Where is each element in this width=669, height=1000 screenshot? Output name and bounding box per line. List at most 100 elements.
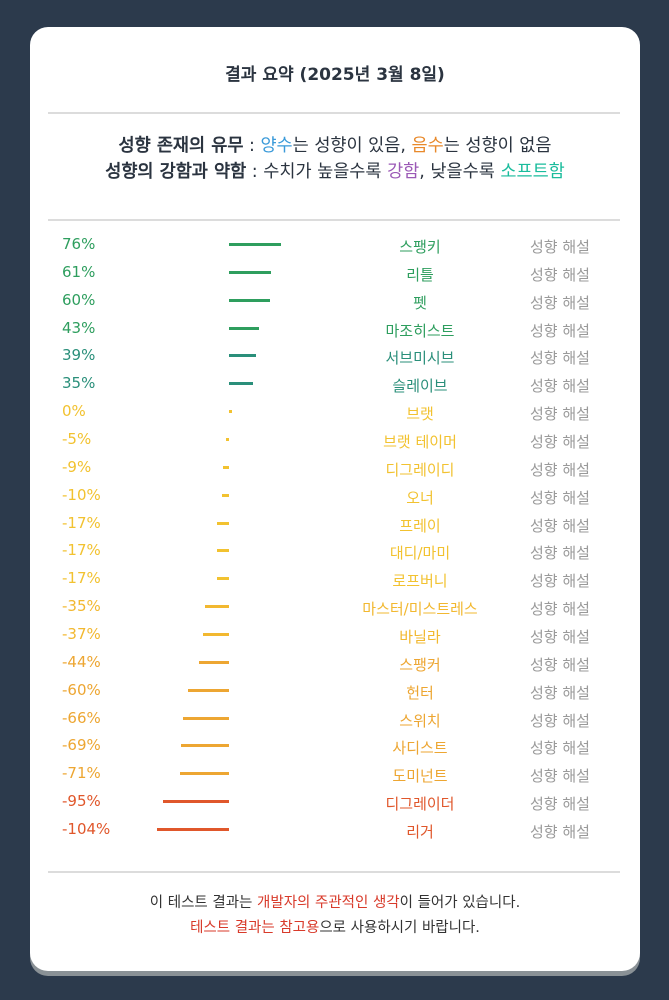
legend-soft: 소프트함 [500,162,565,182]
result-row: -17% 로프버니 성향 해설 [30,566,640,592]
category-label: 헌터 [406,683,434,702]
result-row: -9% 디그레이디 성향 해설 [30,455,640,481]
explanation-link[interactable]: 성향 해설 [530,795,590,814]
result-row: 0% 브랫 성향 해설 [30,399,640,425]
legend-line-2: 성향의 강함과 약함 : 수치가 높을수록 강함, 낮을수록 소프트함 [30,159,640,185]
data-label: -10% [62,485,101,504]
category-label: 도미넌트 [392,767,448,786]
data-label: 61% [62,262,96,281]
category-label: 디그레이디 [385,460,455,479]
category-label: 디그레이더 [385,795,455,814]
data-label: 43% [62,318,96,337]
bar [181,744,229,748]
explanation-link[interactable]: 성향 해설 [530,516,590,535]
result-row: -66% 스위치 성향 해설 [30,706,640,732]
explanation-link[interactable]: 성향 해설 [530,238,590,256]
category-label: 대디/마미 [389,544,451,563]
bar [229,326,259,330]
category-label: 리거 [406,823,434,842]
divider [48,871,620,873]
explanation-link[interactable]: 성향 해설 [530,628,590,647]
result-row: -37% 바닐라 성향 해설 [30,622,640,648]
legend-sep: : [246,162,264,182]
bar [180,772,229,776]
disclaimer-highlight: 개발자의 주관적인 생각 [257,895,400,911]
bar [229,243,282,246]
explanation-link[interactable]: 성향 해설 [530,433,590,452]
data-label: -17% [62,569,101,588]
data-label: -60% [62,680,101,699]
data-label: -66% [62,708,101,727]
category-label: 슬레이브 [392,377,448,396]
category-label: 마스터/미스트레스 [362,600,478,619]
category-label: 서브미시브 [385,349,455,368]
explanation-link[interactable]: 성향 해설 [530,655,590,674]
disclaimer-text: 이 테스트 결과는 [149,895,258,911]
category-label: 스위치 [399,711,441,730]
data-label: -104% [62,820,111,839]
explanation-link[interactable]: 성향 해설 [530,823,590,842]
legend-strong: 강함 [387,162,420,182]
legend-text: , 낮을수록 [419,162,501,182]
explanation-link[interactable]: 성향 해설 [530,488,590,507]
result-row: 43% 마조히스트 성향 해설 [30,316,640,342]
explanation-link[interactable]: 성향 해설 [530,544,590,563]
result-row: 35% 슬레이브 성향 해설 [30,371,640,397]
result-row: 39% 서브미시브 성향 해설 [30,343,640,369]
result-row: 61% 리틀 성향 해설 [30,260,640,286]
bar [229,298,271,302]
result-row: -17% 프레이 성향 해설 [30,511,640,537]
category-label: 마조히스트 [385,321,455,340]
explanation-link[interactable]: 성향 해설 [530,683,590,702]
explanation-link[interactable]: 성향 해설 [530,405,590,424]
legend-positive: 양수 [260,136,293,156]
result-row: -10% 오너 성향 해설 [30,483,640,509]
legend: 성향 존재의 유무 : 양수는 성향이 있음, 음수는 성향이 없음 성향의 강… [30,133,640,185]
explanation-link[interactable]: 성향 해설 [530,293,590,312]
disclaimer-highlight: 테스트 결과는 참고용 [190,920,320,936]
explanation-link[interactable]: 성향 해설 [530,265,590,284]
bar [203,633,229,637]
legend-text: 는 성향이 없음 [443,136,552,156]
data-label: -69% [62,736,101,755]
disclaimer-text: 이 들어가 있습니다. [399,895,521,911]
explanation-link[interactable]: 성향 해설 [530,321,590,340]
explanation-link[interactable]: 성향 해설 [530,711,590,730]
explanation-link[interactable]: 성향 해설 [530,739,590,758]
data-label: -35% [62,597,101,616]
divider [48,219,620,221]
explanation-link[interactable]: 성향 해설 [530,377,590,396]
explanation-link[interactable]: 성향 해설 [530,572,590,591]
result-row: 60% 펫 성향 해설 [30,288,640,314]
explanation-link[interactable]: 성향 해설 [530,600,590,619]
result-row: -17% 대디/마미 성향 해설 [30,538,640,564]
bar [222,493,229,497]
category-label: 리틀 [406,265,434,284]
result-row: -71% 도미넌트 성향 해설 [30,761,640,787]
category-label: 브랫 [406,405,434,424]
disclaimer: 이 테스트 결과는 개발자의 주관적인 생각이 들어가 있습니다. 테스트 결과… [30,891,640,941]
data-label: -5% [62,430,92,449]
legend-text: 수치가 높을수록 [263,162,388,182]
disclaimer-text: 으로 사용하시기 바랍니다. [319,920,480,936]
explanation-link[interactable]: 성향 해설 [530,767,590,786]
data-label: -71% [62,764,101,783]
category-label: 펫 [413,293,427,312]
result-row: -35% 마스터/미스트레스 성향 해설 [30,594,640,620]
explanation-link[interactable]: 성향 해설 [530,460,590,479]
bar [183,716,229,720]
divider [48,112,620,114]
category-label: 바닐라 [399,628,441,647]
data-label: -17% [62,513,101,532]
category-label: 프레이 [399,516,441,535]
bar [229,270,272,274]
data-label: -9% [62,457,92,476]
legend-line-1: 성향 존재의 유무 : 양수는 성향이 있음, 음수는 성향이 없음 [30,133,640,159]
data-label: 39% [62,346,96,365]
result-row: -5% 브랫 테이머 성향 해설 [30,427,640,453]
explanation-link[interactable]: 성향 해설 [530,349,590,368]
bar [187,688,229,692]
result-row: -44% 스팽커 성향 해설 [30,650,640,676]
bar [229,354,256,358]
bar [204,605,229,609]
